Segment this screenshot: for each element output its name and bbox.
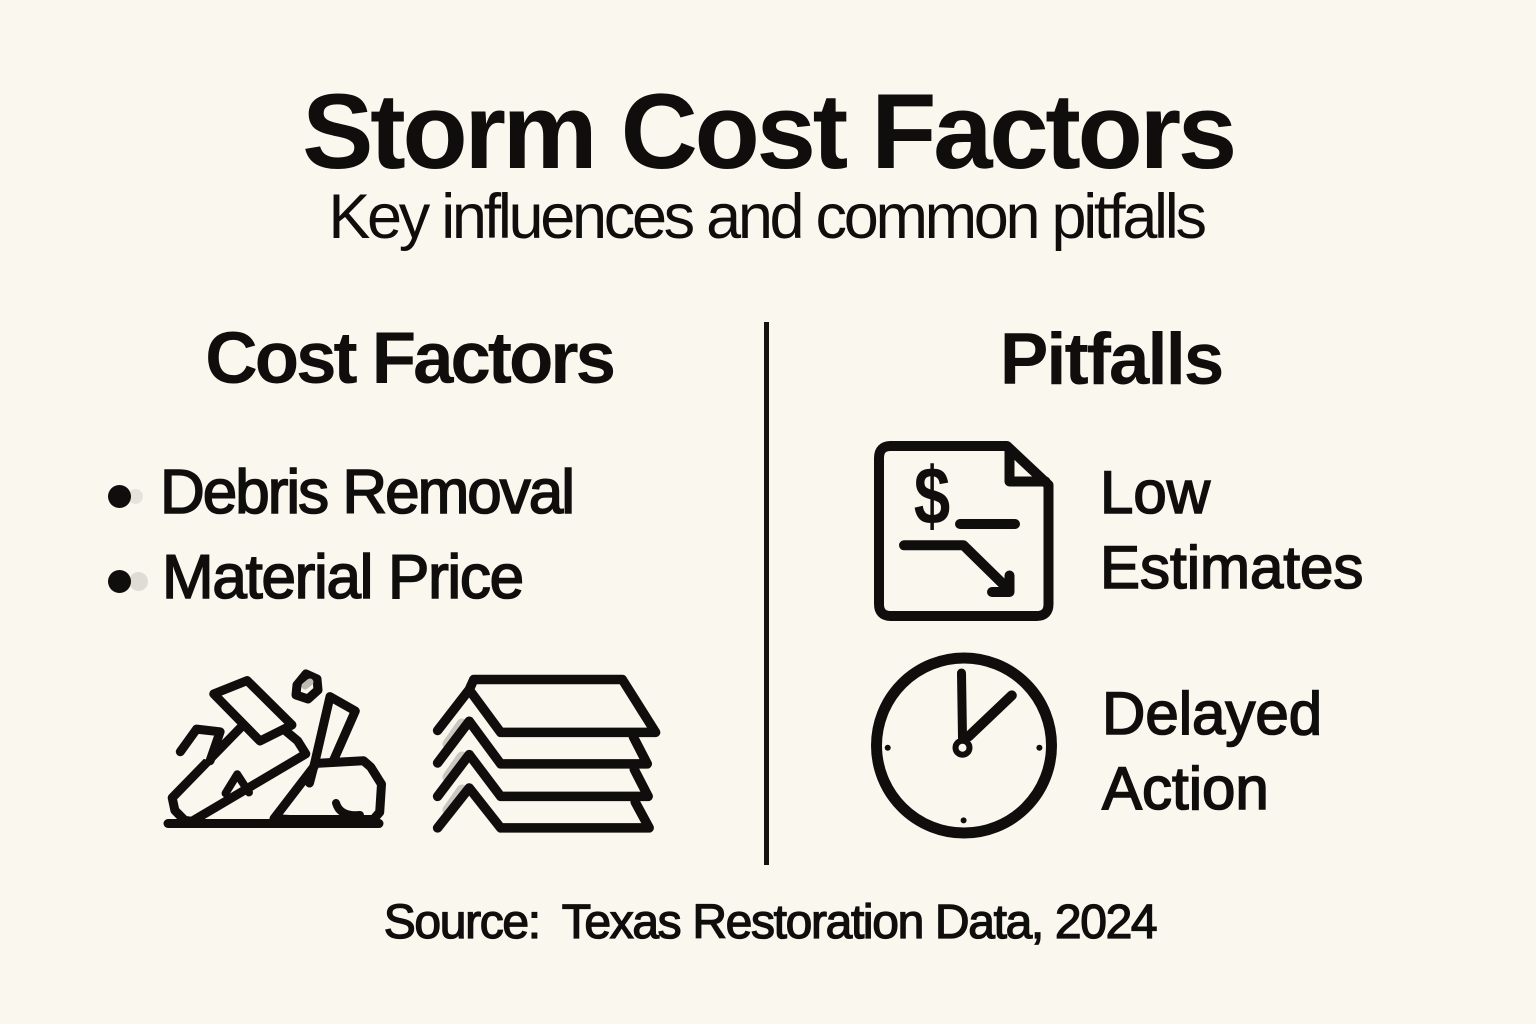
svg-text:$: $ <box>914 450 950 542</box>
